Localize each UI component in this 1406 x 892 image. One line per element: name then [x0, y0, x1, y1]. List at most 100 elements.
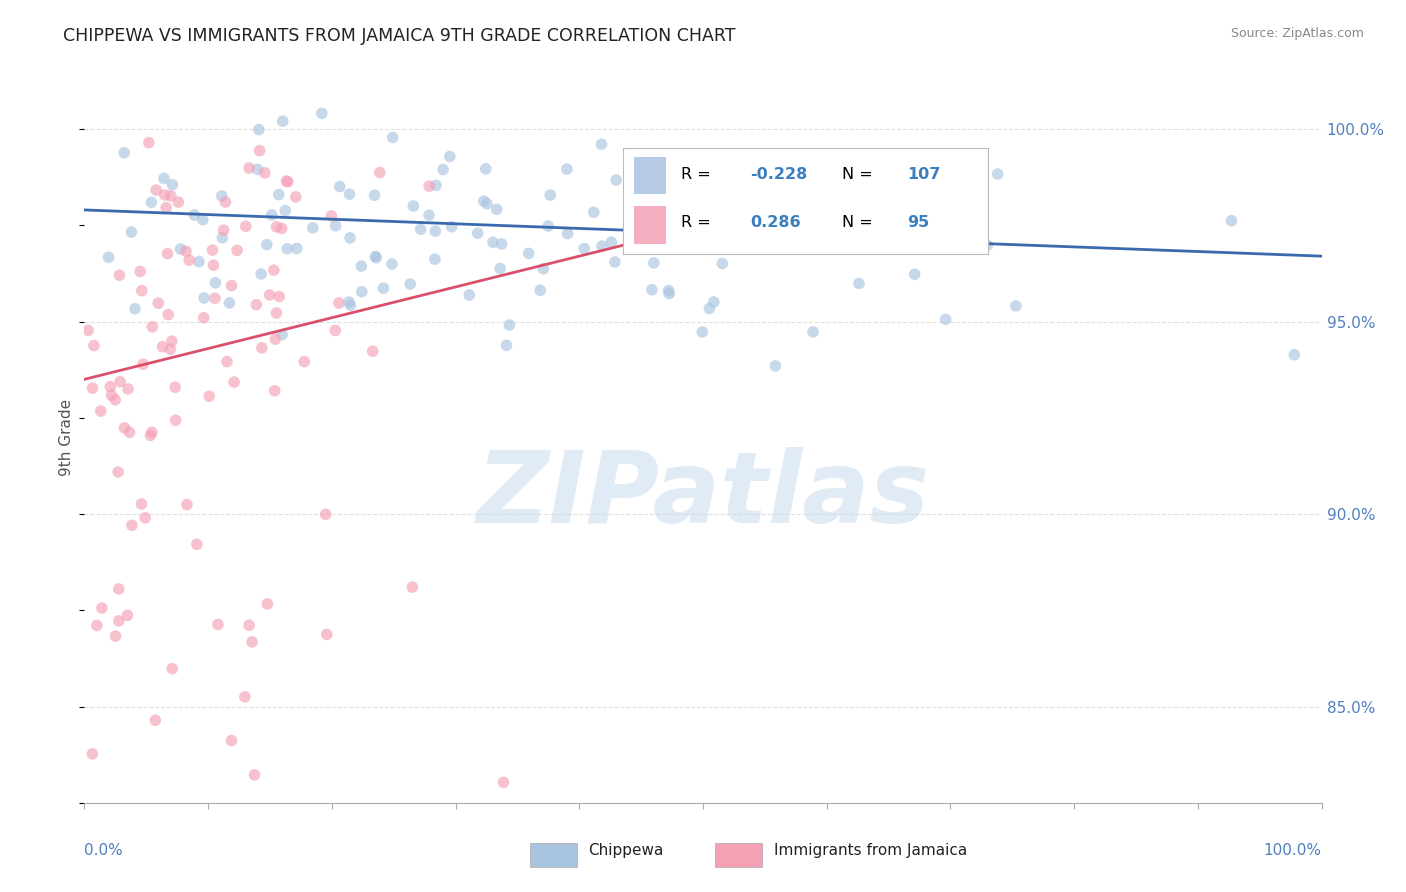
Point	[785, 198, 807, 212]
Point	[226, 244, 249, 258]
Bar	[530, 843, 576, 867]
Point	[134, 510, 156, 524]
Point	[763, 359, 786, 373]
Point	[247, 122, 270, 136]
Point	[458, 288, 481, 302]
Point	[141, 195, 163, 210]
Point	[117, 382, 139, 396]
Point	[186, 537, 208, 551]
Point	[418, 179, 440, 194]
Point	[250, 341, 273, 355]
Point	[198, 389, 221, 403]
Point	[90, 601, 112, 615]
Point	[165, 380, 187, 394]
Point	[214, 194, 236, 209]
Point	[350, 259, 373, 273]
Point	[702, 168, 724, 182]
Point	[323, 323, 346, 337]
Point	[489, 261, 512, 276]
Point	[179, 253, 201, 268]
Point	[245, 298, 267, 312]
Point	[315, 627, 337, 641]
Point	[339, 187, 361, 202]
Point	[605, 173, 627, 187]
Point	[207, 617, 229, 632]
Point	[329, 179, 352, 194]
Point	[121, 518, 143, 533]
Point	[582, 205, 605, 219]
Point	[475, 196, 498, 211]
Point	[538, 188, 561, 202]
Point	[555, 162, 578, 177]
Point	[301, 220, 323, 235]
Point	[350, 285, 373, 299]
Point	[842, 194, 865, 209]
Point	[204, 276, 226, 290]
Point	[83, 338, 105, 352]
Point	[221, 278, 243, 293]
Point	[425, 178, 447, 193]
Point	[263, 384, 285, 398]
Point	[658, 286, 681, 301]
Point	[648, 219, 671, 234]
Text: Chippewa: Chippewa	[588, 843, 664, 858]
Point	[221, 733, 243, 747]
Point	[202, 258, 225, 272]
Point	[848, 277, 870, 291]
Point	[381, 130, 404, 145]
Point	[256, 597, 278, 611]
Point	[409, 222, 432, 236]
Point	[141, 425, 163, 440]
Point	[315, 508, 337, 522]
Text: CHIPPEWA VS IMMIGRANTS FROM JAMAICA 9TH GRADE CORRELATION CHART: CHIPPEWA VS IMMIGRANTS FROM JAMAICA 9TH …	[63, 27, 735, 45]
Point	[165, 413, 187, 427]
Point	[292, 354, 315, 368]
Point	[183, 208, 205, 222]
Point	[485, 202, 508, 217]
Point	[321, 209, 343, 223]
Point	[987, 167, 1010, 181]
Point	[167, 195, 190, 210]
Point	[399, 277, 422, 291]
Point	[249, 144, 271, 158]
Point	[108, 268, 131, 283]
Point	[104, 629, 127, 643]
Point	[160, 334, 183, 349]
Point	[100, 388, 122, 402]
Point	[77, 323, 100, 337]
Y-axis label: 9th Grade: 9th Grade	[59, 399, 75, 475]
Point	[82, 747, 104, 761]
Point	[240, 635, 263, 649]
Point	[152, 340, 174, 354]
Point	[707, 192, 730, 206]
Point	[259, 288, 281, 302]
Point	[699, 301, 721, 316]
Point	[529, 283, 551, 297]
Point	[176, 498, 198, 512]
Point	[269, 289, 291, 303]
Point	[591, 137, 613, 152]
Point	[643, 256, 665, 270]
Point	[363, 188, 385, 202]
Point	[845, 219, 868, 233]
Point	[132, 357, 155, 371]
Point	[603, 255, 626, 269]
Point	[193, 310, 215, 325]
Point	[703, 295, 725, 310]
Point	[212, 223, 235, 237]
Point	[276, 174, 298, 188]
Point	[107, 582, 129, 596]
Point	[162, 178, 184, 192]
Point	[246, 162, 269, 177]
Point	[256, 237, 278, 252]
Point	[264, 332, 287, 346]
Point	[266, 306, 288, 320]
Point	[187, 254, 209, 268]
Point	[591, 239, 613, 253]
Point	[491, 236, 513, 251]
Point	[267, 187, 290, 202]
Point	[260, 208, 283, 222]
Point	[138, 136, 160, 150]
Point	[904, 268, 927, 282]
Point	[364, 249, 387, 263]
